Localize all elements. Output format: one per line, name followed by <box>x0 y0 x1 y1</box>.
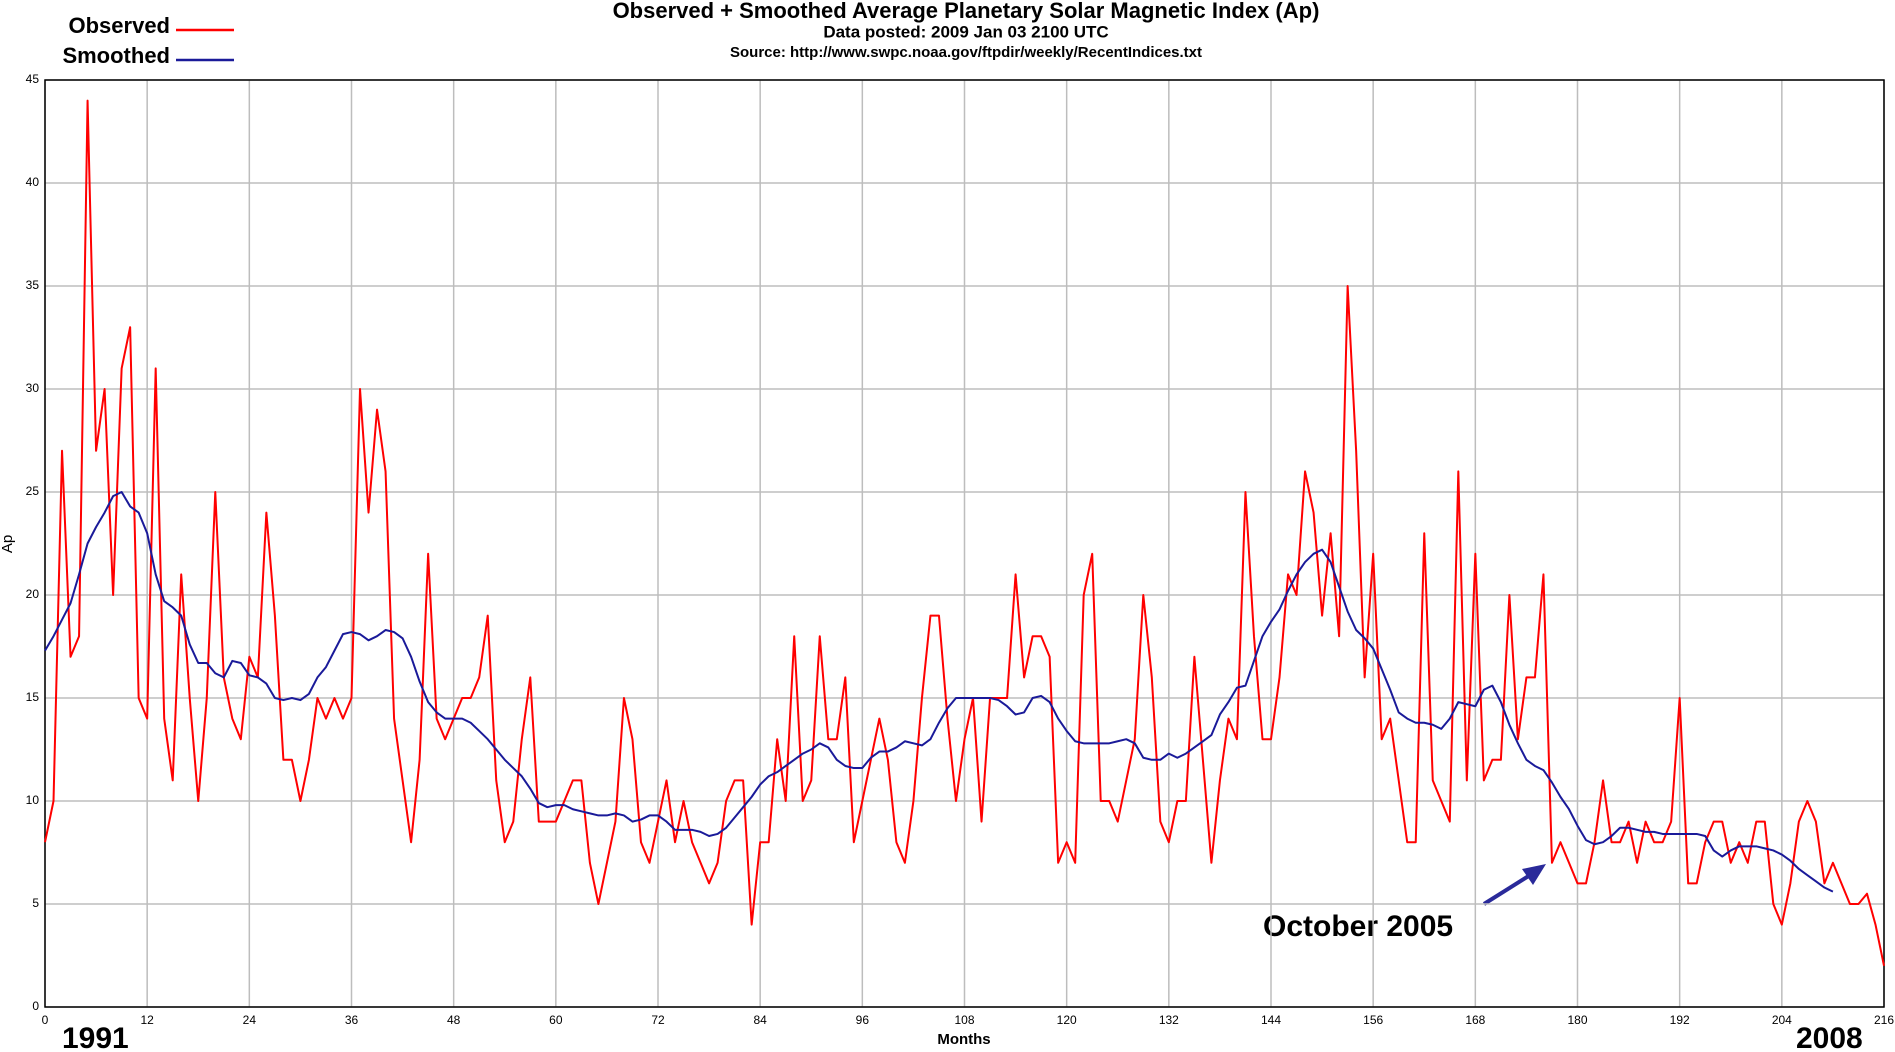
y-axis-label: Ap <box>0 535 16 553</box>
data-line <box>44 491 1834 893</box>
y-tick-label: 10 <box>26 793 40 807</box>
x-tick-label: 168 <box>1465 1013 1485 1027</box>
y-tick-label: 35 <box>26 278 40 292</box>
data-line <box>44 99 1885 967</box>
arrow-shaft <box>1482 870 1537 906</box>
x-tick-label: 72 <box>651 1013 665 1027</box>
start-label: 1991 <box>62 1022 129 1052</box>
legend-label: Smoothed <box>62 43 170 68</box>
x-tick-label: 132 <box>1159 1013 1179 1027</box>
y-tick-label: 40 <box>26 175 40 189</box>
x-tick-label: 120 <box>1057 1013 1077 1027</box>
x-tick-label: 204 <box>1772 1013 1792 1027</box>
x-tick-label: 144 <box>1261 1013 1281 1027</box>
x-tick-label: 84 <box>753 1013 767 1027</box>
x-tick-label: 24 <box>243 1013 257 1027</box>
y-tick-label: 45 <box>26 72 40 86</box>
x-tick-label: 96 <box>856 1013 870 1027</box>
x-tick-label: 48 <box>447 1013 461 1027</box>
y-tick-label: 0 <box>32 999 39 1013</box>
arrow-head <box>1522 864 1546 885</box>
x-tick-label: 36 <box>345 1013 359 1027</box>
annotation: October 2005 <box>1263 910 1453 943</box>
plot-border <box>44 79 1885 1008</box>
x-tick-label: 0 <box>42 1013 49 1027</box>
y-tick-label: 5 <box>32 896 39 910</box>
y-tick-label: 15 <box>26 690 40 704</box>
x-tick-label: 108 <box>954 1013 974 1027</box>
chart-subtitle: Data posted: 2009 Jan 03 2100 UTC <box>823 22 1108 41</box>
legend-label: Observed <box>69 13 171 38</box>
x-tick-label: 216 <box>1874 1013 1894 1027</box>
x-tick-label: 156 <box>1363 1013 1383 1027</box>
chart-title: Observed + Smoothed Average Planetary So… <box>613 0 1320 23</box>
y-tick-label: 30 <box>26 381 40 395</box>
annotation-arrow <box>1482 864 1546 906</box>
x-tick-label: 192 <box>1670 1013 1690 1027</box>
chart-source: Source: http://www.swpc.noaa.gov/ftpdir/… <box>730 44 1202 61</box>
x-axis-label: Months <box>937 1031 990 1048</box>
legend-item: Smoothed <box>62 43 234 68</box>
end-label: 2008 <box>1796 1022 1863 1052</box>
x-tick-label: 60 <box>549 1013 563 1027</box>
y-tick-label: 25 <box>26 484 40 498</box>
x-tick-label: 12 <box>140 1013 154 1027</box>
x-tick-label: 180 <box>1567 1013 1587 1027</box>
y-tick-label: 20 <box>26 587 40 601</box>
legend-item: Observed <box>69 13 234 38</box>
